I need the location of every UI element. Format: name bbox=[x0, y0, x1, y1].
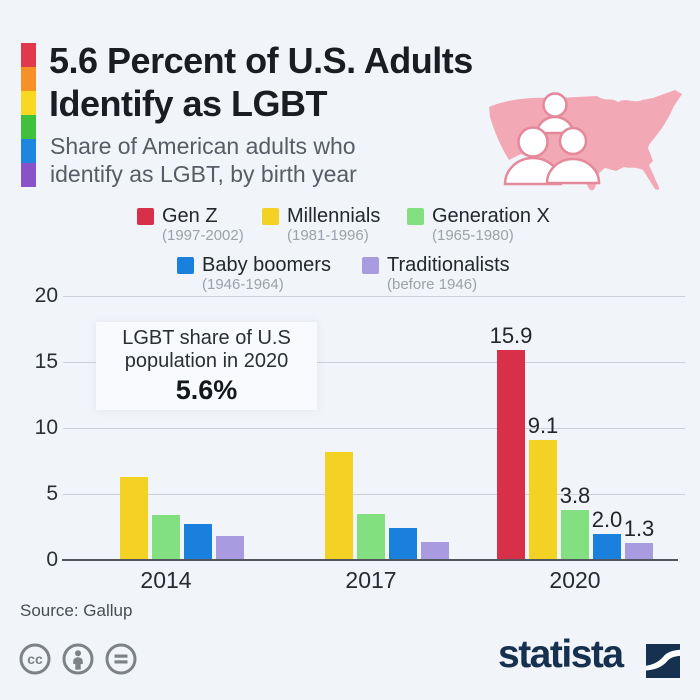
y-tick-label: 0 bbox=[46, 548, 58, 571]
legend-texts: Millennials (1981-1996) bbox=[287, 205, 380, 244]
legend-texts: Gen Z (1997-2002) bbox=[162, 205, 244, 244]
legend-texts: Traditionalists (before 1946) bbox=[387, 254, 510, 293]
legend-item: Generation X (1965-1980) bbox=[407, 205, 550, 244]
y-tick-label: 10 bbox=[34, 416, 58, 439]
brand-wordmark: statista bbox=[498, 633, 624, 676]
bar bbox=[120, 476, 148, 560]
bar-value-label: 9.1 bbox=[527, 412, 559, 438]
legend-swatch bbox=[137, 208, 154, 225]
legend-dates: (1965-1980) bbox=[432, 227, 514, 244]
legend-label: Generation X bbox=[432, 205, 550, 227]
person-icon bbox=[545, 157, 601, 185]
bar bbox=[625, 542, 653, 560]
page-title-line1: 5.6 Percent of U.S. Adults bbox=[49, 40, 473, 81]
legend-label: Millennials bbox=[287, 205, 381, 227]
license-icons: cc bbox=[18, 642, 138, 676]
legend-texts: Baby boomers (1946-1964) bbox=[202, 254, 331, 293]
no-derivatives-icon bbox=[105, 643, 137, 675]
legend-swatch bbox=[262, 208, 279, 225]
bar bbox=[497, 350, 525, 560]
legend-texts: Generation X (1965-1980) bbox=[432, 205, 550, 244]
pride-stripe bbox=[21, 43, 36, 187]
cc-license-icon: cc bbox=[19, 643, 51, 675]
subtitle-line1: Share of American adults who bbox=[50, 133, 356, 159]
bar bbox=[593, 533, 621, 560]
legend-item: Millennials (1981-1996) bbox=[262, 205, 380, 244]
attribution-icon bbox=[62, 643, 94, 675]
page-title-line2: Identify as LGBT bbox=[49, 83, 328, 124]
bar bbox=[357, 513, 385, 560]
legend-item: Baby boomers (1946-1964) bbox=[177, 254, 331, 293]
x-category-label: 2014 bbox=[140, 567, 192, 593]
legend-swatch bbox=[177, 257, 194, 274]
subtitle-line2: identify as LGBT, by birth year bbox=[50, 161, 357, 187]
pride-stripe-segment bbox=[21, 139, 36, 163]
svg-text:cc: cc bbox=[27, 651, 43, 667]
x-axis-line bbox=[62, 559, 678, 561]
gridline bbox=[63, 362, 685, 363]
bar bbox=[152, 515, 180, 560]
pride-stripe-segment bbox=[21, 163, 36, 187]
gridline bbox=[63, 428, 685, 429]
gridline bbox=[63, 494, 685, 495]
bar bbox=[389, 528, 417, 560]
legend-dates: (before 1946) bbox=[387, 276, 478, 293]
legend-swatch bbox=[407, 208, 424, 225]
source-text: Source: Gallup bbox=[20, 601, 133, 620]
legend-item: Traditionalists (before 1946) bbox=[362, 254, 510, 293]
bar bbox=[216, 536, 244, 560]
bar-value-label: 3.8 bbox=[559, 482, 591, 508]
x-category-label: 2020 bbox=[549, 567, 601, 593]
legend-dates: (1981-1996) bbox=[287, 227, 369, 244]
annotation-box: LGBT share of U.S population in 2020 5.6… bbox=[96, 322, 317, 410]
brand-logo-icon bbox=[646, 644, 680, 678]
gridline bbox=[63, 296, 685, 297]
bar bbox=[561, 509, 589, 560]
bar bbox=[421, 541, 449, 560]
bar bbox=[325, 451, 353, 560]
bar-value-label: 15.9 bbox=[489, 323, 533, 349]
annotation-value: 5.6% bbox=[175, 375, 238, 405]
legend-label: Traditionalists bbox=[387, 254, 510, 276]
legend-dates: (1946-1964) bbox=[202, 276, 284, 293]
legend-item: Gen Z (1997-2002) bbox=[137, 205, 244, 244]
x-category-label: 2017 bbox=[345, 567, 397, 593]
y-tick-label: 15 bbox=[34, 350, 58, 373]
legend-swatch bbox=[362, 257, 379, 274]
bar bbox=[184, 524, 212, 560]
pride-stripe-segment bbox=[21, 67, 36, 91]
pride-stripe-segment bbox=[21, 43, 36, 67]
annotation-line1: LGBT share of U.S bbox=[122, 327, 291, 349]
annotation-line2: population in 2020 bbox=[124, 350, 289, 372]
pride-stripe-segment bbox=[21, 91, 36, 115]
bar bbox=[529, 439, 557, 560]
y-tick-label: 5 bbox=[46, 482, 58, 505]
legend-dates: (1997-2002) bbox=[162, 227, 244, 244]
usa-map-people-icon bbox=[489, 90, 682, 191]
pride-stripe-segment bbox=[21, 115, 36, 139]
legend-label: Baby boomers bbox=[202, 254, 331, 276]
y-tick-label: 20 bbox=[34, 284, 58, 307]
bar-value-label: 2.0 bbox=[591, 506, 623, 532]
bar-value-label: 1.3 bbox=[623, 515, 655, 541]
legend-label: Gen Z bbox=[162, 205, 218, 227]
